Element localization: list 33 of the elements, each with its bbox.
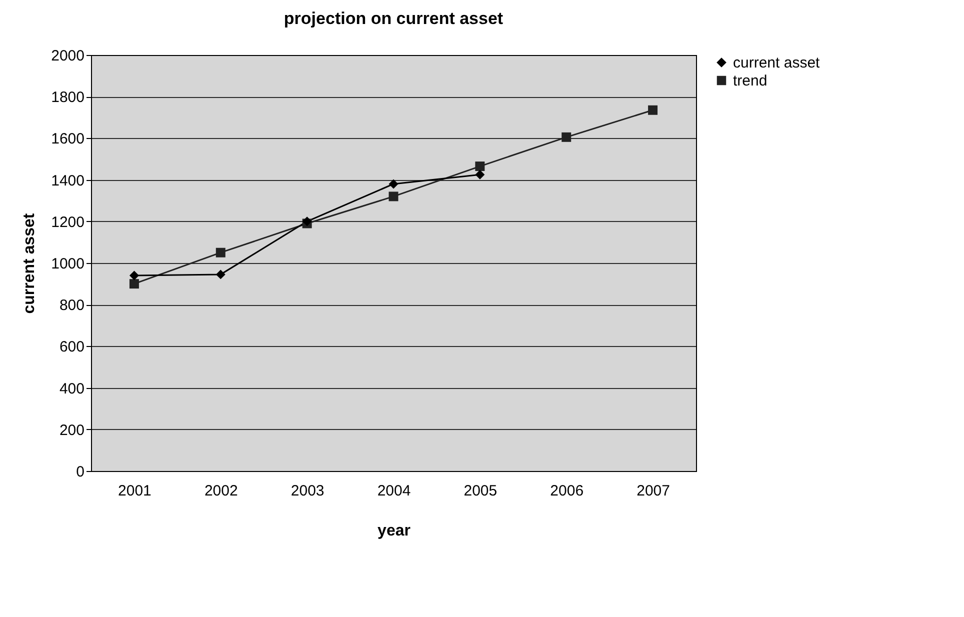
point [216,248,226,258]
point [216,270,226,280]
y-tick-label: 600 [59,338,84,356]
point [562,132,572,142]
y-tick-label: 2000 [51,48,84,64]
y-tick-label: 1400 [51,172,84,190]
point [648,105,658,115]
y-tick-label: 400 [59,380,84,398]
y-tick-label: 1200 [51,214,84,231]
point [388,192,398,202]
y-tick-label: 800 [59,297,84,314]
y-axis-title: current asset [21,212,38,314]
x-axis-title: year [378,522,410,540]
y-tick-label: 200 [59,422,84,439]
point [129,279,139,289]
point [129,270,139,280]
x-tick-label: 2007 [636,482,670,500]
x-tick-label: 2001 [118,482,152,500]
chart-title: projection on current asset [284,9,504,28]
x-tick-label: 2004 [377,482,411,500]
x-tick-label: 2006 [550,482,584,500]
point [475,170,485,180]
point [388,179,398,189]
x-tick-label: 2003 [290,482,324,500]
y-tick-label: 1600 [51,130,84,148]
y-tick-label: 1800 [51,89,84,106]
y-tick-label: 1000 [51,256,84,272]
x-tick-label: 2005 [464,482,498,500]
legend-label: trend [733,72,768,90]
y-tick-label: 0 [76,464,84,480]
legend-label: current asset [733,54,821,72]
x-tick-label: 2002 [204,482,238,500]
point [475,162,485,172]
